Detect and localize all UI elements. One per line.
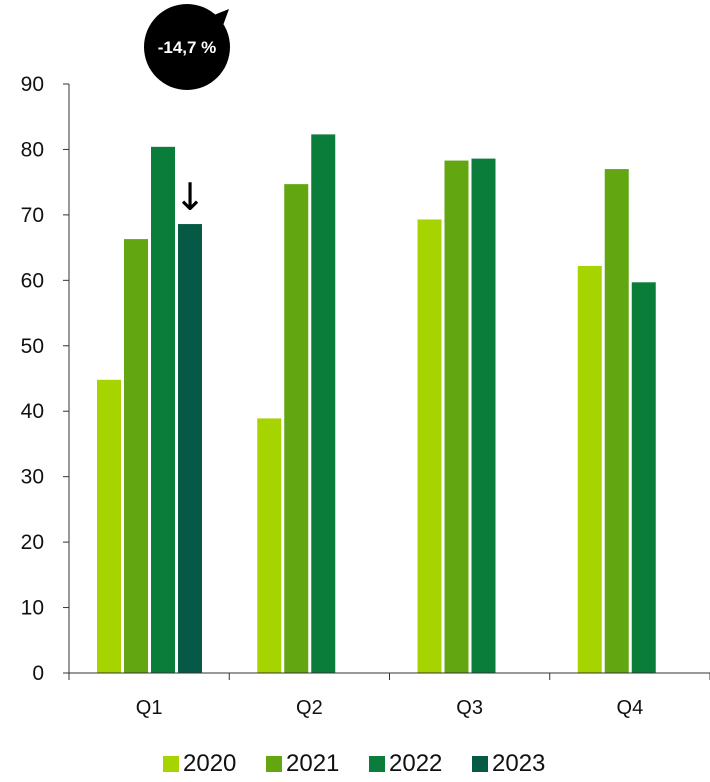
x-category-label: Q2	[296, 697, 323, 719]
x-category-label: Q3	[456, 697, 483, 719]
y-axis: 0 10 20 30 40 50 60 70 80 90	[21, 73, 70, 685]
y-tick-label: 0	[32, 662, 44, 685]
bar-2022-Q1	[151, 146, 175, 673]
x-axis: Q1 Q2 Q3 Q4	[68, 672, 710, 719]
bars	[97, 134, 656, 674]
bar-2022-Q4	[631, 282, 656, 673]
legend-label: 2023	[492, 750, 545, 777]
legend-label: 2020	[183, 750, 236, 777]
bar-2021-Q1	[124, 239, 148, 673]
legend-swatch-2022	[369, 756, 385, 772]
annotation-text: -14,7 %	[158, 38, 217, 57]
y-tick-label: 90	[21, 73, 44, 96]
bar-2020-Q4	[577, 265, 602, 673]
legend-label: 2022	[389, 750, 442, 777]
annotation: -14,7 % ↓	[144, 4, 230, 219]
bar-2020-Q1	[97, 379, 121, 673]
y-tick-label: 40	[21, 400, 44, 423]
bar-2021-Q3	[444, 160, 469, 673]
legend-swatch-2023	[472, 756, 488, 772]
bar-2020-Q3	[417, 219, 442, 673]
y-tick-label: 30	[21, 466, 44, 489]
y-tick-label: 70	[21, 204, 44, 227]
legend-swatch-2020	[163, 756, 179, 772]
x-category-label: Q4	[617, 697, 644, 719]
legend-label: 2021	[286, 750, 339, 777]
x-category-label: Q1	[136, 697, 163, 719]
y-tick-label: 60	[21, 269, 44, 292]
down-arrow-icon: ↓	[174, 175, 206, 219]
legend-swatch-2021	[266, 756, 282, 772]
y-tick-label: 10	[21, 597, 44, 620]
legend: 2020 2021 2022 2023	[163, 750, 545, 777]
y-tick-label: 50	[21, 335, 44, 358]
bar-2021-Q4	[604, 169, 629, 674]
bar-2022-Q2	[311, 134, 336, 674]
bar-2023-Q1	[178, 224, 202, 673]
bar-2020-Q2	[257, 418, 282, 673]
annotation-bubble	[144, 4, 230, 90]
y-tick-label: 80	[21, 138, 44, 161]
bar-2021-Q2	[284, 184, 309, 673]
y-tick-label: 20	[21, 531, 44, 554]
bar-2022-Q3	[471, 158, 496, 673]
